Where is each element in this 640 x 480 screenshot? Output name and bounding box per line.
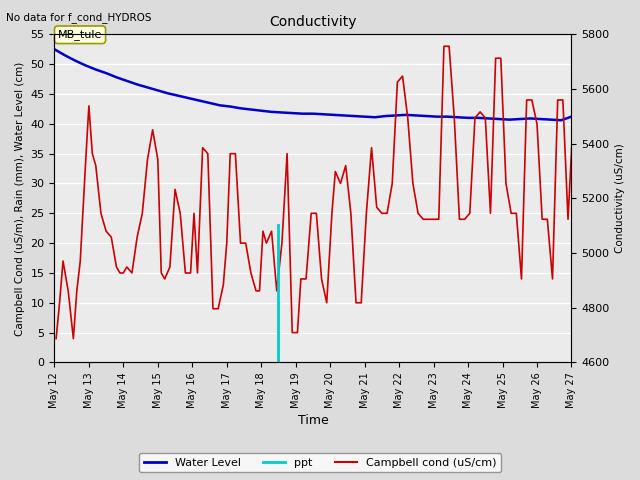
Legend: Water Level, ppt, Campbell cond (uS/cm): Water Level, ppt, Campbell cond (uS/cm) xyxy=(140,453,500,472)
X-axis label: Time: Time xyxy=(298,414,328,427)
Title: Conductivity: Conductivity xyxy=(269,15,356,29)
Y-axis label: Conductivity (uS/cm): Conductivity (uS/cm) xyxy=(615,144,625,253)
Y-axis label: Campbell Cond (uS/m), Rain (mm), Water Level (cm): Campbell Cond (uS/m), Rain (mm), Water L… xyxy=(15,61,25,336)
Text: No data for f_cond_HYDROS: No data for f_cond_HYDROS xyxy=(6,12,152,23)
Text: MB_tule: MB_tule xyxy=(58,29,102,40)
